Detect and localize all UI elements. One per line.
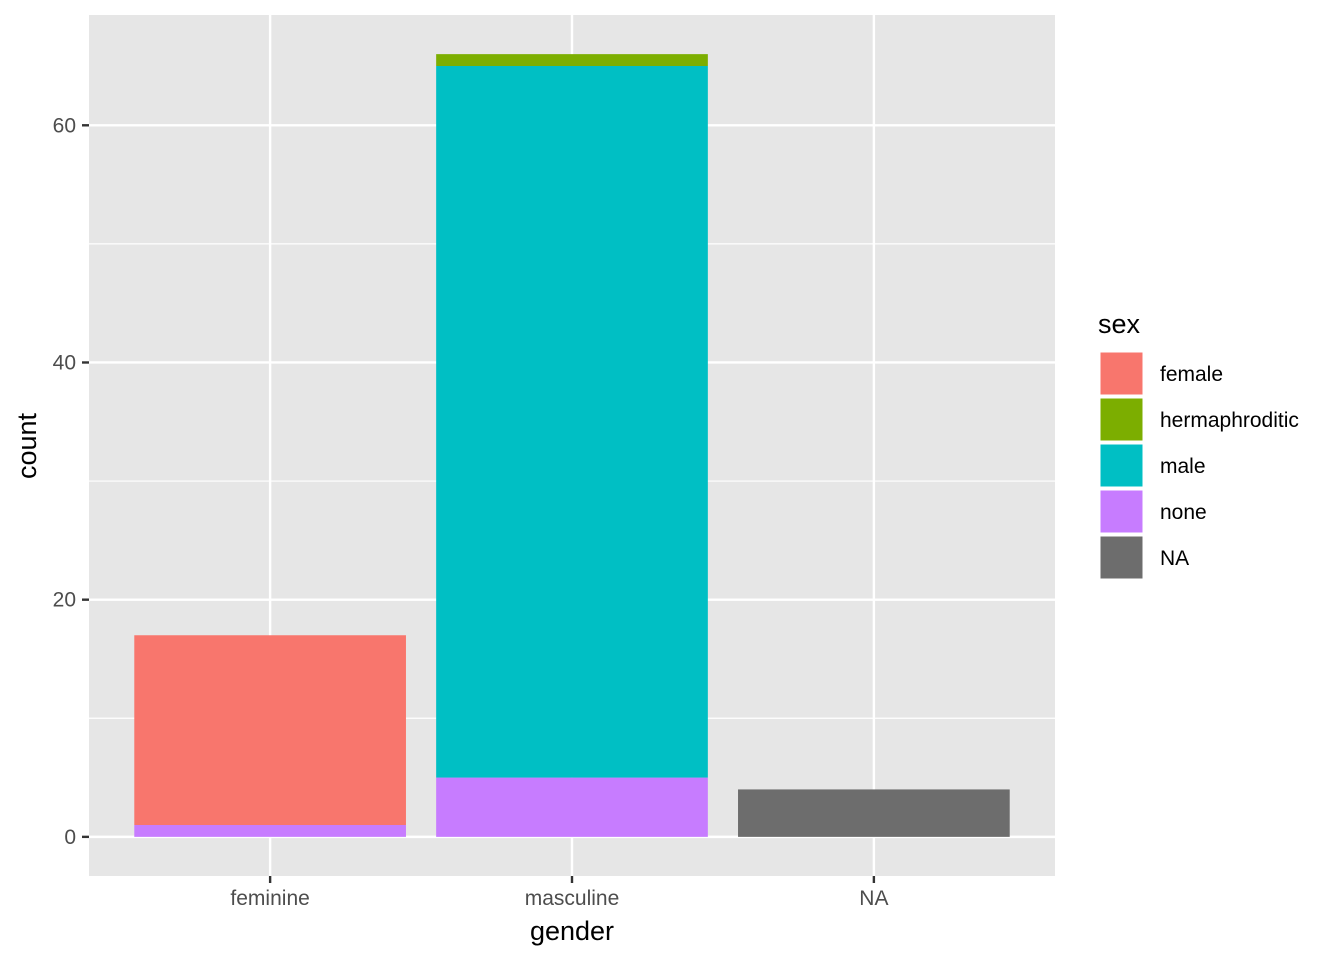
legend-key-none xyxy=(1099,489,1144,534)
legend-key-male xyxy=(1099,443,1144,488)
bar-feminine-none xyxy=(134,825,406,837)
legend-key-hermaphroditic xyxy=(1099,397,1144,442)
y-tick-label: 40 xyxy=(53,351,76,374)
bar-feminine-female xyxy=(134,635,406,826)
bar-NA-NA xyxy=(738,789,1010,837)
y-tick-label: 0 xyxy=(64,826,76,849)
y-axis-title: count xyxy=(12,412,42,479)
legend: sex female hermaphroditic male none NA xyxy=(1098,309,1299,580)
legend-key-NA xyxy=(1099,535,1144,580)
legend-label-male: male xyxy=(1160,455,1206,478)
y-tick-label: 60 xyxy=(53,114,76,137)
y-tick-label: 20 xyxy=(53,589,76,612)
bar-masculine-none xyxy=(436,777,708,837)
legend-key-female xyxy=(1099,351,1144,396)
legend-label-none: none xyxy=(1160,501,1207,524)
x-tick-label: masculine xyxy=(525,887,620,910)
x-tick-label: NA xyxy=(859,887,888,910)
bar-masculine-hermaphroditic xyxy=(436,54,708,66)
axes: 0 20 40 60 feminine masculine NA xyxy=(53,114,889,910)
bar-masculine-male xyxy=(436,65,708,778)
legend-label-hermaphroditic: hermaphroditic xyxy=(1160,409,1299,432)
legend-title: sex xyxy=(1098,309,1141,339)
legend-label-NA: NA xyxy=(1160,547,1189,570)
bars xyxy=(134,54,1010,837)
x-axis-title: gender xyxy=(530,916,614,946)
x-tick-label: feminine xyxy=(230,887,309,910)
legend-label-female: female xyxy=(1160,363,1223,386)
